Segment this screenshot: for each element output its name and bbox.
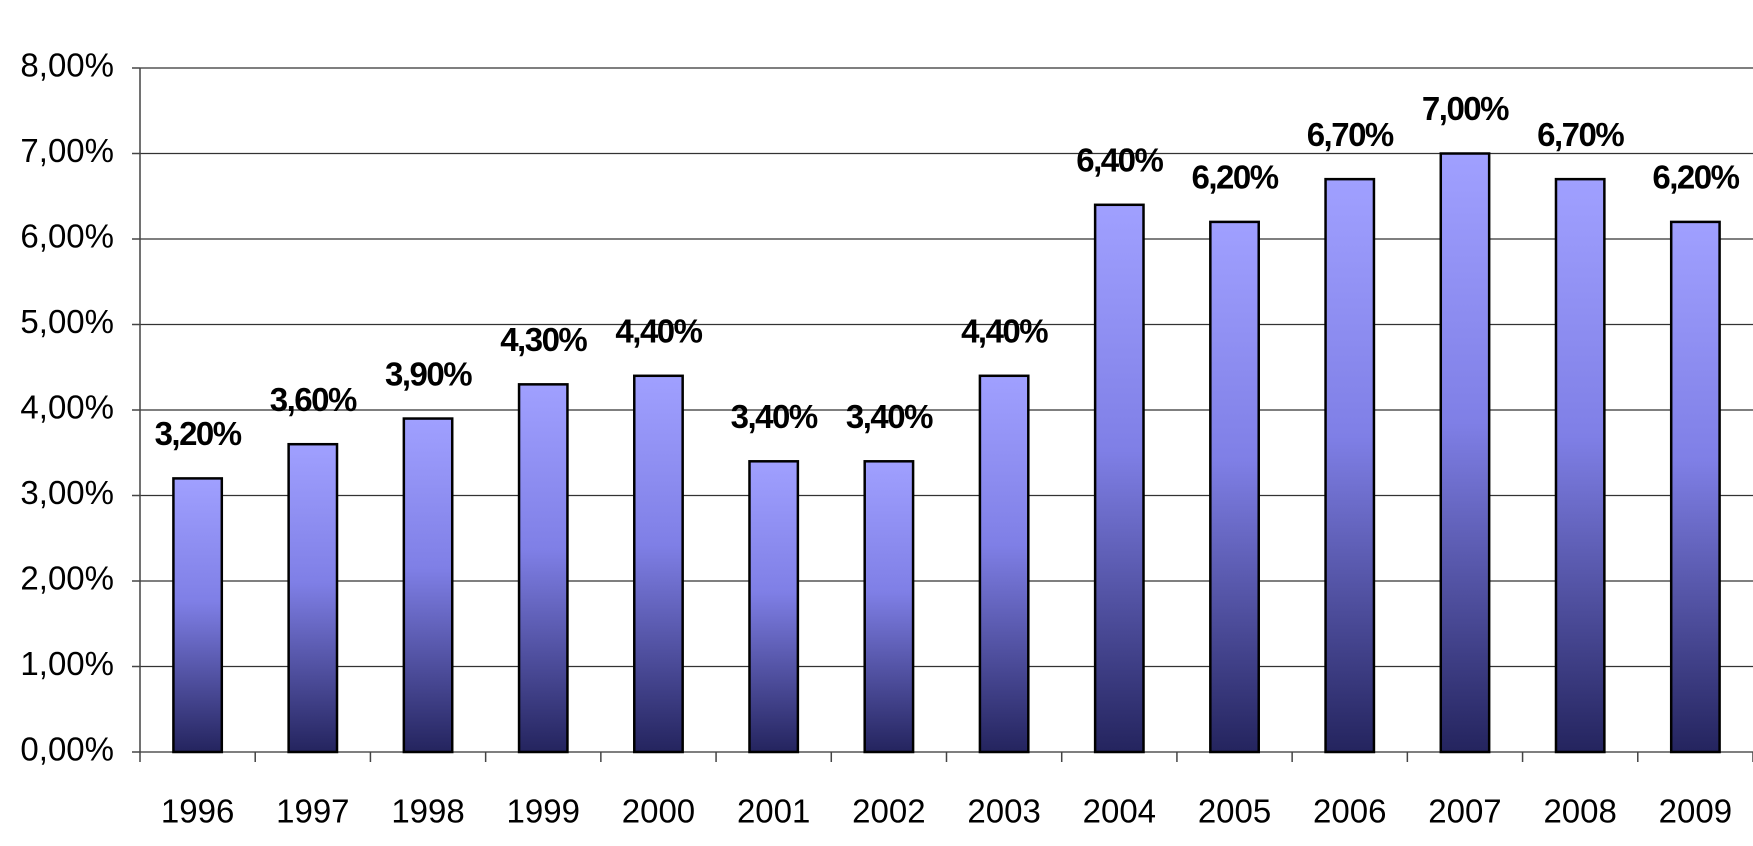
bar [173, 478, 221, 752]
x-tick-label: 2005 [1198, 793, 1271, 830]
y-tick-label: 1,00% [20, 645, 114, 682]
plot-area: 0,00% 1,00% 2,00% 3,00% 4,00% 5,00% 6,00% 7,00%… [20, 47, 1753, 830]
x-tick-label: 1996 [161, 793, 234, 830]
y-tick-label: 2,00% [20, 560, 114, 597]
bar [1210, 222, 1258, 752]
data-label: 3,40% [731, 398, 818, 435]
x-tick-label: 2006 [1313, 793, 1386, 830]
page: {"chart_data": {"type": "bar", "categori… [0, 0, 1753, 846]
x-tick-label: 2008 [1543, 793, 1616, 830]
x-tick-label: 2003 [967, 793, 1040, 830]
x-tick-label: 2002 [852, 793, 925, 830]
x-tick-label: 1998 [391, 793, 464, 830]
bar [749, 461, 797, 752]
data-label: 7,00% [1422, 90, 1509, 127]
data-label: 4,40% [961, 313, 1048, 350]
x-tick-label: 2009 [1659, 793, 1732, 830]
x-tick-label: 2001 [737, 793, 810, 830]
y-tick-label: 5,00% [20, 303, 114, 340]
data-label: 6,70% [1307, 116, 1394, 153]
bar [634, 376, 682, 752]
x-tick-label: 2007 [1428, 793, 1501, 830]
y-tick-label: 8,00% [20, 47, 114, 84]
data-label: 3,60% [270, 381, 357, 418]
data-label: 6,20% [1652, 159, 1739, 196]
data-label: 3,40% [846, 398, 933, 435]
x-tick-label: 1997 [276, 793, 349, 830]
bar [289, 444, 337, 752]
bar [404, 419, 452, 752]
data-label: 6,40% [1076, 142, 1163, 179]
x-tick-label: 2000 [622, 793, 695, 830]
data-label: 6,70% [1537, 116, 1624, 153]
bar [1556, 179, 1604, 752]
data-label: 3,90% [385, 355, 472, 392]
bar [1326, 179, 1374, 752]
x-tick-label: 2004 [1083, 793, 1156, 830]
y-tick-label: 6,00% [20, 218, 114, 255]
data-label: 4,40% [615, 313, 702, 350]
y-tick-label: 3,00% [20, 474, 114, 511]
bar [1671, 222, 1719, 752]
x-tick-label: 1999 [507, 793, 580, 830]
data-label: 6,20% [1191, 159, 1278, 196]
chart: 0,00% 1,00% 2,00% 3,00% 4,00% 5,00% 6,00% 7,00%… [0, 0, 1753, 846]
data-label: 3,20% [155, 415, 242, 452]
bar [980, 376, 1028, 752]
bar [519, 384, 567, 752]
y-tick-label: 4,00% [20, 389, 114, 426]
y-tick-label: 0,00% [20, 731, 114, 768]
bar [865, 461, 913, 752]
y-tick-label: 7,00% [20, 132, 114, 169]
bar [1095, 205, 1143, 752]
data-label: 4,30% [500, 321, 587, 358]
bar [1441, 154, 1489, 753]
